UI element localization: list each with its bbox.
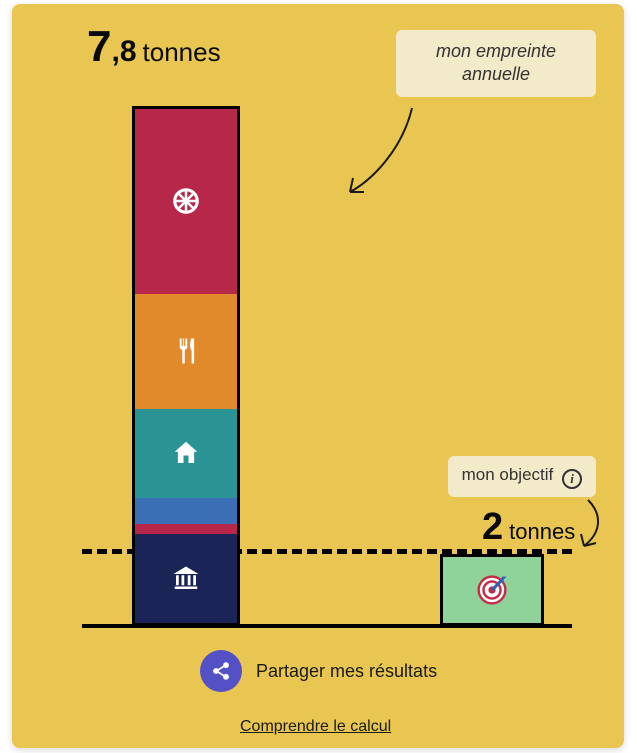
share-icon xyxy=(200,650,242,692)
segment-unknown-b xyxy=(135,498,237,524)
footprint-callout-line2: annuelle xyxy=(462,64,530,84)
understand-link[interactable]: Comprendre le calcul xyxy=(240,718,391,736)
footprint-value: 7,8tonnes xyxy=(87,22,221,72)
segment-food xyxy=(135,294,237,409)
footprint-callout-line1: mon empreinte xyxy=(436,41,556,61)
segment-leisure xyxy=(135,109,237,294)
share-button[interactable]: Partager mes résultats xyxy=(200,650,437,692)
footprint-callout: mon empreinte annuelle xyxy=(396,30,596,97)
footprint-int: 7 xyxy=(87,22,111,71)
objective-bar xyxy=(440,554,544,626)
segment-services xyxy=(135,534,237,623)
segment-unknown-a xyxy=(135,524,237,534)
footprint-dec: 8 xyxy=(120,35,137,68)
result-card: 7,8tonnes mon empreinte annuelle mon obj… xyxy=(12,4,624,748)
footprint-unit: tonnes xyxy=(143,37,221,67)
footprint-bar xyxy=(132,106,240,626)
chart-area xyxy=(82,106,572,626)
share-label: Partager mes résultats xyxy=(256,661,437,682)
segment-housing xyxy=(135,409,237,498)
footprint-sep: , xyxy=(111,35,119,68)
